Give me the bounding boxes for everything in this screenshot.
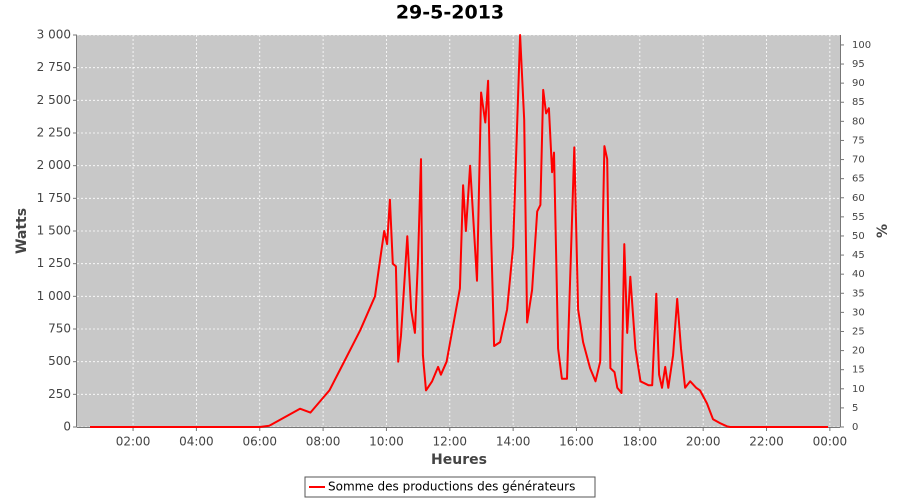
y2-tick-label: 45 — [852, 250, 865, 261]
y-axis-title: Watts — [14, 208, 30, 254]
y-tick-label: 250 — [48, 387, 71, 401]
y2-tick-label: 80 — [852, 116, 865, 127]
y-tick-label: 2 500 — [37, 93, 71, 107]
y2-tick-label: 10 — [852, 384, 865, 395]
y2-tick-label: 40 — [852, 269, 865, 280]
y2-tick-label: 55 — [852, 212, 865, 223]
x-tick-label: 14:00 — [496, 435, 531, 449]
y2-tick-label: 15 — [852, 365, 865, 376]
y-tick-label: 1 500 — [37, 224, 71, 238]
y2-tick-label: 50 — [852, 231, 865, 242]
y2-tick-label: 90 — [852, 78, 865, 89]
y-tick-label: 750 — [48, 322, 71, 336]
y2-tick-label: 100 — [852, 40, 871, 51]
x-tick-label: 18:00 — [623, 435, 658, 449]
x-tick-label: 06:00 — [242, 435, 277, 449]
y2-tick-label: 95 — [852, 59, 865, 70]
x-tick-label: 00:00 — [813, 435, 848, 449]
x-tick-label: 16:00 — [559, 435, 594, 449]
y-tick-label: 1 750 — [37, 191, 71, 205]
x-tick-label: 22:00 — [749, 435, 784, 449]
y2-tick-label: 65 — [852, 174, 865, 185]
x-tick-label: 10:00 — [369, 435, 404, 449]
x-tick-label: 02:00 — [116, 435, 151, 449]
y2-tick-label: 85 — [852, 97, 865, 108]
y2-tick-label: 25 — [852, 326, 865, 337]
x-axis-title: Heures — [431, 452, 487, 468]
y2-tick-label: 0 — [852, 422, 858, 433]
y2-tick-label: 5 — [852, 403, 858, 414]
y-tick-label: 2 250 — [37, 126, 71, 140]
x-tick-label: 04:00 — [179, 435, 214, 449]
x-tick-label: 20:00 — [686, 435, 721, 449]
y2-tick-label: 35 — [852, 288, 865, 299]
y2-tick-label: 75 — [852, 135, 865, 146]
x-tick-label: 12:00 — [432, 435, 467, 449]
y2-tick-label: 70 — [852, 155, 865, 166]
y2-axis-title: % — [875, 224, 891, 238]
y2-tick-label: 20 — [852, 346, 865, 357]
legend — [304, 476, 596, 498]
y-tick-label: 500 — [48, 354, 71, 368]
y-tick-label: 1 250 — [37, 256, 71, 270]
legend-label: Somme des productions des générateurs — [328, 480, 575, 494]
y2-tick-label: 30 — [852, 307, 865, 318]
y-tick-label: 0 — [63, 420, 71, 434]
series-line — [90, 34, 828, 428]
y-tick-label: 3 000 — [37, 28, 71, 42]
x-tick-label: 08:00 — [306, 435, 341, 449]
y2-tick-label: 60 — [852, 193, 865, 204]
y-tick-label: 2 750 — [37, 60, 71, 74]
y-tick-label: 2 000 — [37, 158, 71, 172]
chart-title: 29-5-2013 — [396, 2, 504, 24]
y-tick-label: 1 000 — [37, 289, 71, 303]
